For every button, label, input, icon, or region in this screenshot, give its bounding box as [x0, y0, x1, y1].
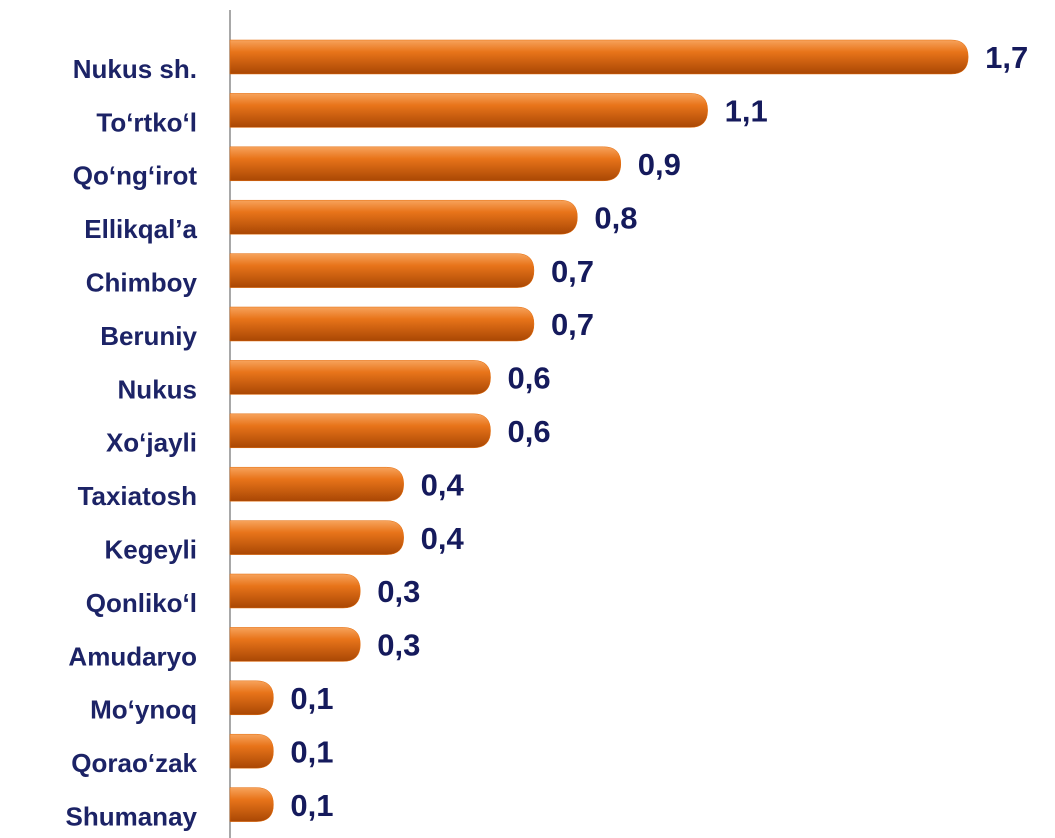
value-label: 0,4	[421, 467, 465, 502]
bar	[229, 680, 274, 716]
bar	[229, 146, 622, 182]
bar	[229, 93, 708, 128]
category-label: Amudaryo	[68, 641, 197, 671]
value-label: 0,1	[290, 681, 333, 716]
bar	[229, 306, 535, 342]
bar	[229, 573, 361, 609]
bar	[229, 520, 404, 555]
category-label: Chimboy	[86, 267, 198, 297]
category-label: Kegeyli	[105, 534, 198, 564]
bar	[229, 466, 404, 502]
value-label: 0,6	[508, 361, 551, 396]
category-label: Taxiatosh	[78, 481, 197, 511]
category-label: Shumanay	[66, 801, 198, 831]
bar	[229, 413, 491, 449]
category-label: Mo‘ynoq	[90, 695, 197, 725]
bar	[229, 787, 274, 822]
category-label: Qorao‘zak	[71, 748, 197, 778]
value-label: 0,4	[421, 521, 465, 556]
category-label: Qonliko‘l	[86, 588, 197, 618]
bar	[229, 39, 969, 75]
value-label: 1,7	[985, 40, 1028, 75]
value-label: 0,1	[290, 788, 333, 823]
category-label: Nukus	[118, 374, 197, 404]
value-label: 0,3	[377, 628, 420, 663]
value-label: 0,6	[508, 414, 551, 449]
bar	[229, 360, 491, 395]
category-label: Xo‘jayli	[106, 428, 197, 458]
value-label: 0,7	[551, 307, 594, 342]
bar	[229, 199, 578, 235]
category-label: Beruniy	[100, 321, 197, 351]
value-label: 0,1	[290, 734, 333, 769]
value-label: 0,9	[638, 147, 681, 182]
category-label: Ellikqal’a	[84, 214, 197, 244]
value-label: 0,8	[594, 200, 637, 235]
bar	[229, 253, 535, 288]
bar	[229, 627, 361, 662]
value-label: 0,3	[377, 574, 420, 609]
category-label: Qo‘ng‘irot	[73, 161, 198, 191]
bar	[229, 733, 274, 769]
category-label: To‘rtko‘l	[96, 107, 197, 137]
value-label: 1,1	[725, 94, 768, 129]
value-label: 0,7	[551, 254, 594, 289]
category-label: Nukus sh.	[73, 54, 197, 84]
